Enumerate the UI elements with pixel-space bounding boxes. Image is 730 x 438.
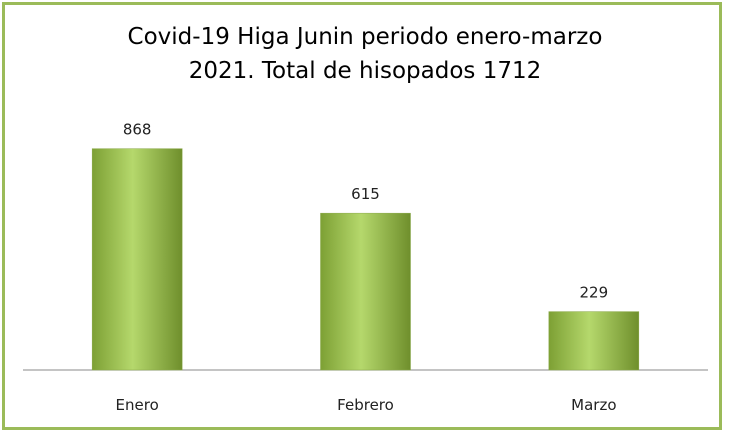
bar-enero xyxy=(91,148,183,371)
category-label-enero: Enero xyxy=(116,396,159,414)
bar-febrero xyxy=(320,212,411,371)
category-label-febrero: Febrero xyxy=(337,396,394,414)
value-label-enero: 868 xyxy=(123,121,152,139)
chart-title: Covid-19 Higa Junin periodo enero-marzo … xyxy=(127,24,603,84)
value-label-marzo: 229 xyxy=(580,284,609,302)
bar-marzo xyxy=(548,311,640,371)
value-label-febrero: 615 xyxy=(351,185,380,203)
category-label-marzo: Marzo xyxy=(571,396,616,414)
